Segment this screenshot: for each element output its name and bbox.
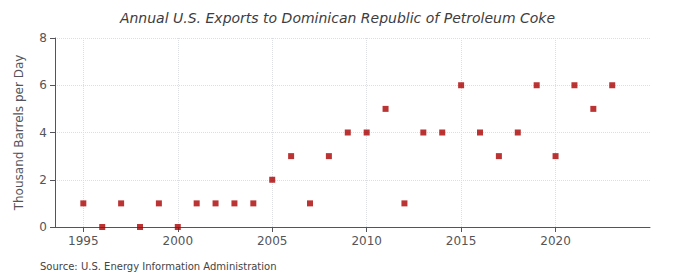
svg-text:0: 0: [39, 220, 47, 234]
svg-text:2: 2: [39, 173, 47, 187]
svg-text:6: 6: [39, 78, 47, 92]
svg-text:Thousand Barrels per Day: Thousand Barrels per Day: [12, 55, 26, 212]
svg-text:1995: 1995: [68, 234, 99, 248]
svg-text:2000: 2000: [163, 234, 194, 248]
svg-text:8: 8: [39, 31, 47, 45]
svg-text:2020: 2020: [540, 234, 571, 248]
svg-text:Source: U.S. Energy Informatio: Source: U.S. Energy Information Administ…: [40, 261, 277, 272]
svg-text:4: 4: [39, 126, 47, 140]
svg-text:2010: 2010: [351, 234, 382, 248]
svg-text:2005: 2005: [257, 234, 288, 248]
svg-text:Annual U.S. Exports to Dominic: Annual U.S. Exports to Dominican Republi…: [119, 10, 555, 26]
svg-text:2015: 2015: [446, 234, 477, 248]
